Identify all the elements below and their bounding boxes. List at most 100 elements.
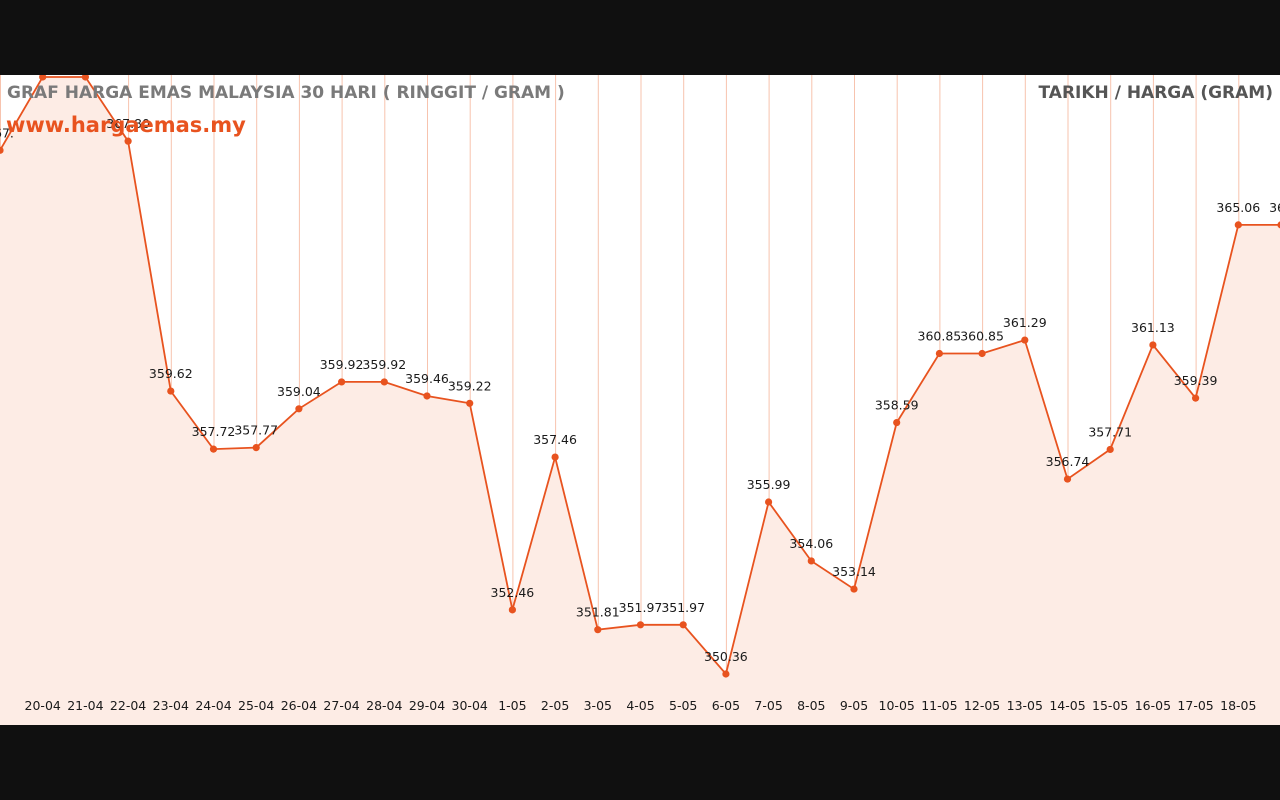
data-point-17-05 bbox=[1192, 394, 1200, 402]
data-point-12-05 bbox=[978, 349, 986, 358]
data-label-15-05: 357.71 bbox=[1088, 424, 1132, 439]
data-label-17-05: 359.39 bbox=[1174, 373, 1218, 388]
data-point-14-05 bbox=[1063, 475, 1072, 483]
data-label-30-04: 359.22 bbox=[448, 378, 492, 393]
data-point-9-05 bbox=[850, 585, 858, 593]
data-point-20-04 bbox=[39, 75, 47, 81]
data-point-26-04 bbox=[295, 405, 303, 413]
data-label-3-05: 351.81 bbox=[576, 605, 620, 620]
data-label-8-05: 354.06 bbox=[789, 536, 833, 551]
data-point-15-05 bbox=[1106, 445, 1114, 454]
data-label-9-05: 353.14 bbox=[832, 564, 876, 579]
data-point-2-05 bbox=[551, 453, 559, 461]
data-point-4-05 bbox=[636, 621, 645, 629]
data-label-6-05: 350.36 bbox=[704, 649, 748, 664]
x-tick-label-7-05: 7-05 bbox=[754, 698, 782, 713]
data-point-27-04 bbox=[338, 378, 346, 386]
price-area-fill bbox=[0, 77, 1280, 725]
x-tick-label-30-04: 30-04 bbox=[452, 698, 488, 713]
data-label-28-04: 359.92 bbox=[362, 357, 406, 372]
data-label-23-04: 359.62 bbox=[149, 366, 193, 381]
data-point-11-05 bbox=[935, 349, 944, 358]
data-label-27-04: 359.92 bbox=[320, 357, 364, 372]
data-point-1-05 bbox=[508, 606, 516, 614]
x-tick-label-24-04: 24-04 bbox=[195, 698, 231, 713]
data-point-23-04 bbox=[167, 387, 175, 395]
x-tick-label-16-05: 16-05 bbox=[1135, 698, 1171, 713]
x-tick-label-1-05: 1-05 bbox=[498, 698, 526, 713]
data-label-19-04: 367. bbox=[0, 125, 14, 140]
x-tick-label-14-05: 14-05 bbox=[1049, 698, 1085, 713]
data-label-26-04: 359.04 bbox=[277, 384, 321, 399]
x-tick-label-4-05: 4-05 bbox=[626, 698, 654, 713]
data-point-28-04 bbox=[380, 378, 388, 386]
data-label-13-05: 361.29 bbox=[1003, 315, 1047, 330]
data-point-25-04 bbox=[252, 444, 260, 452]
data-label-10-05: 358.59 bbox=[875, 398, 919, 413]
x-tick-label-17-05: 17-05 bbox=[1177, 698, 1213, 713]
x-tick-label-25-04: 25-04 bbox=[238, 698, 274, 713]
x-axis-ticks: 20-04 21-04 22-04 23-04 24-04 25-04 26-04 27-04… bbox=[25, 698, 1257, 713]
chart-title: GRAF HARGA EMAS MALAYSIA 30 HARI ( RINGG… bbox=[7, 83, 565, 103]
data-point-8-05 bbox=[807, 557, 815, 565]
letterbox-top bbox=[0, 0, 1280, 75]
data-point-22-04 bbox=[124, 137, 132, 145]
data-label-22-04: 367.80 bbox=[106, 116, 150, 131]
data-point-5-05 bbox=[679, 621, 687, 629]
data-point-10-05 bbox=[893, 418, 901, 427]
x-tick-label-11-05: 11-05 bbox=[921, 698, 957, 713]
x-tick-label-27-04: 27-04 bbox=[323, 698, 359, 713]
data-point-16-05 bbox=[1149, 341, 1157, 349]
data-label-2-05: 357.46 bbox=[533, 432, 577, 447]
data-label-25-04: 357.77 bbox=[234, 423, 278, 438]
data-label-18-05: 365.06 bbox=[1216, 200, 1260, 215]
x-tick-label-28-04: 28-04 bbox=[366, 698, 402, 713]
data-point-30-04 bbox=[466, 399, 474, 407]
data-point-24-04 bbox=[209, 445, 218, 453]
x-tick-label-22-04: 22-04 bbox=[110, 698, 146, 713]
x-tick-label-18-05: 18-05 bbox=[1220, 698, 1256, 713]
x-tick-label-12-05: 12-05 bbox=[964, 698, 1000, 713]
data-label-14-05: 356.74 bbox=[1046, 454, 1090, 469]
data-point-19-04 bbox=[0, 146, 4, 154]
x-tick-label-10-05: 10-05 bbox=[879, 698, 915, 713]
x-tick-label-29-04: 29-04 bbox=[409, 698, 445, 713]
data-label-29-04: 359.46 bbox=[405, 371, 449, 386]
data-point-19-05 bbox=[1277, 221, 1280, 229]
x-tick-label-6-05: 6-05 bbox=[712, 698, 740, 713]
data-point-18-05 bbox=[1234, 221, 1242, 229]
data-label-12-05: 360.85 bbox=[960, 329, 1004, 344]
x-tick-label-26-04: 26-04 bbox=[281, 698, 317, 713]
data-label-4-05: 351.97 bbox=[619, 600, 663, 615]
x-tick-label-20-04: 20-04 bbox=[25, 698, 61, 713]
data-label-16-05: 361.13 bbox=[1131, 320, 1175, 335]
data-point-13-05 bbox=[1021, 336, 1029, 344]
data-point-21-04 bbox=[81, 75, 89, 81]
data-point-7-05 bbox=[765, 498, 773, 506]
data-point-3-05 bbox=[594, 626, 602, 634]
data-point-6-05 bbox=[722, 670, 730, 678]
x-tick-label-5-05: 5-05 bbox=[669, 698, 697, 713]
data-label-1-05: 352.46 bbox=[491, 585, 535, 600]
x-tick-label-8-05: 8-05 bbox=[797, 698, 825, 713]
data-label-24-04: 357.72 bbox=[192, 424, 236, 439]
x-tick-label-2-05: 2-05 bbox=[541, 698, 569, 713]
chart-subtitle: TARIKH / HARGA (GRAM) bbox=[1038, 83, 1273, 103]
data-point-29-04 bbox=[423, 392, 431, 400]
x-tick-label-9-05: 9-05 bbox=[840, 698, 868, 713]
letterbox-bottom bbox=[0, 725, 1280, 800]
x-tick-label-15-05: 15-05 bbox=[1092, 698, 1128, 713]
x-tick-label-21-04: 21-04 bbox=[67, 698, 103, 713]
x-tick-label-23-04: 23-04 bbox=[153, 698, 189, 713]
data-label-5-05: 351.97 bbox=[661, 600, 705, 615]
data-label-11-05: 360.85 bbox=[918, 329, 962, 344]
data-label-7-05: 355.99 bbox=[747, 477, 791, 492]
x-tick-label-3-05: 3-05 bbox=[584, 698, 612, 713]
x-tick-label-13-05: 13-05 bbox=[1007, 698, 1043, 713]
website-link[interactable]: www.hargaemas.my bbox=[6, 113, 246, 137]
data-points bbox=[0, 75, 1280, 678]
data-label-19-05: 365 bbox=[1269, 200, 1280, 215]
